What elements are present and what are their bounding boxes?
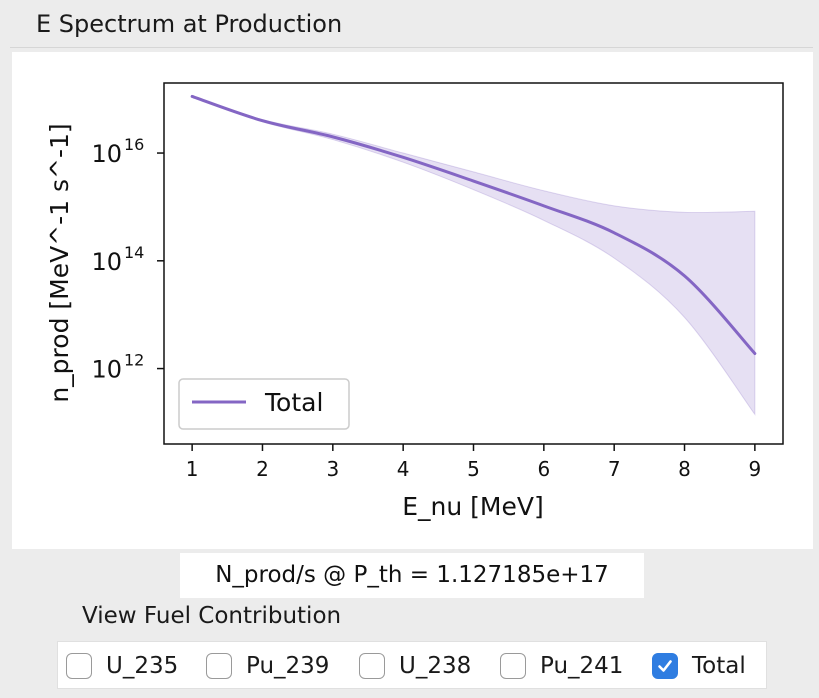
x-axis-label: E_nu [MeV]	[402, 492, 544, 521]
pu239-label: Pu_239	[246, 653, 330, 679]
x-tick-label: 7	[608, 457, 621, 481]
total-label: Total	[692, 653, 746, 679]
x-tick-label: 8	[678, 457, 691, 481]
x-tick-label: 3	[326, 457, 339, 481]
pu241-label: Pu_241	[540, 653, 624, 679]
panel-title: E Spectrum at Production	[36, 10, 343, 38]
checkmark-icon	[658, 660, 672, 672]
x-tick-label: 2	[256, 457, 269, 481]
fuel-option-total[interactable]: Total	[652, 642, 746, 690]
y-tick-base: 10	[91, 140, 122, 168]
legend: Total	[178, 378, 350, 430]
legend-label-total: Total	[264, 388, 323, 417]
x-tick-label: 5	[467, 457, 480, 481]
x-tick-label: 9	[748, 457, 761, 481]
pu239-checkbox[interactable]	[206, 653, 232, 679]
fuel-option-pu239[interactable]: Pu_239	[206, 642, 329, 690]
y-tick-base: 10	[91, 356, 122, 384]
uncertainty-band-total	[191, 95, 756, 416]
total-checkbox[interactable]	[652, 653, 678, 679]
title-divider	[10, 47, 813, 48]
series-line-total	[190, 94, 757, 355]
fuel-option-pu241[interactable]: Pu_241	[500, 642, 623, 690]
x-tick-label: 4	[397, 457, 410, 481]
pu241-checkbox[interactable]	[500, 653, 526, 679]
x-tick-label: 1	[186, 457, 199, 481]
u235-label: U_235	[106, 653, 179, 679]
fuel-contribution-group: U_235 Pu_239 U_238 Pu_241 Total	[57, 641, 767, 689]
y-tick-exponent: 14	[124, 243, 144, 262]
y-tick-exponent: 12	[124, 351, 144, 370]
y-tick-exponent: 16	[124, 135, 144, 154]
x-tick-layer: 1 2 3 4 5 6 7 8 9	[186, 444, 761, 481]
fuel-option-u238[interactable]: U_238	[359, 642, 471, 690]
fuel-option-u235[interactable]: U_235	[66, 642, 178, 690]
production-rate-readout: N_prod/s @ P_th = 1.127185e+17	[180, 553, 644, 598]
legend-box	[178, 378, 350, 430]
y-axis-label: n_prod [MeV^-1 s^-1]	[45, 123, 74, 402]
fuel-contribution-label: View Fuel Contribution	[82, 603, 342, 629]
u235-checkbox[interactable]	[66, 653, 92, 679]
x-tick-label: 6	[537, 457, 550, 481]
u238-label: U_238	[399, 653, 472, 679]
u238-checkbox[interactable]	[359, 653, 385, 679]
y-tick-base: 10	[91, 248, 122, 276]
series-line-layer	[190, 94, 757, 355]
uncertainty-band-layer	[191, 95, 756, 416]
